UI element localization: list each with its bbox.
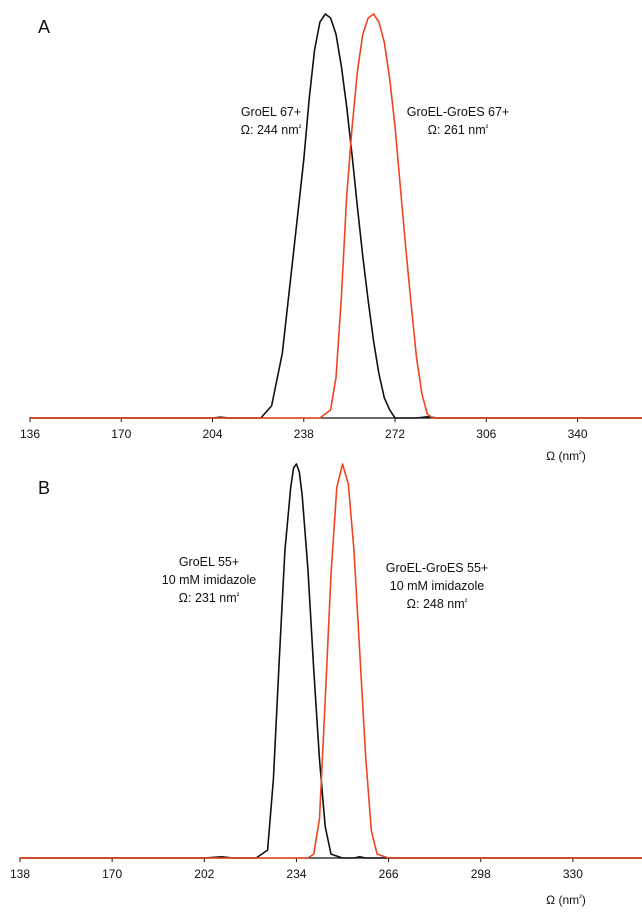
annotation-1: GroEL 67+ Ω: 244 nm²: [241, 105, 302, 137]
annotation-line: Ω: 248 nm²: [407, 597, 468, 612]
annotation-line: Ω: 244 nm²: [241, 123, 302, 138]
annotation-2: GroEL-GroES 67+ Ω: 261 nm²: [407, 105, 509, 137]
annotation-line: GroEL-GroES 55+: [386, 561, 488, 575]
x-tick-label: 138: [10, 867, 30, 881]
x-tick-label: 234: [286, 867, 306, 881]
x-tick-label: 272: [385, 427, 405, 441]
x-tick-label: 170: [102, 867, 122, 881]
annotation-line: 10 mM imidazole: [162, 573, 257, 587]
annotation-line: GroEL 55+: [179, 555, 239, 569]
panel-label: A: [38, 17, 50, 37]
panel-B: B 138 170 202 234 266 298 330 Ω (nm²) GroEL 55+ 10…: [10, 463, 642, 908]
x-tick-label: 298: [471, 867, 491, 881]
annotation-1: GroEL 55+ 10 mM imidazole Ω: 231 nm²: [162, 555, 257, 605]
panel-label: B: [38, 478, 50, 498]
series-line-red: [29, 13, 642, 419]
x-tick-label: 238: [294, 427, 314, 441]
annotation-line: Ω: 231 nm²: [179, 591, 240, 606]
x-tick-label: 266: [379, 867, 399, 881]
annotation-line: 10 mM imidazole: [390, 579, 485, 593]
series-line-black: [29, 13, 642, 419]
annotation-line: Ω: 261 nm²: [428, 123, 489, 138]
x-tick-label: 204: [203, 427, 223, 441]
annotation-line: GroEL-GroES 67+: [407, 105, 509, 119]
x-tick-label: 340: [568, 427, 588, 441]
x-axis-title: Ω (nm²): [546, 893, 586, 908]
x-tick-label: 330: [563, 867, 583, 881]
annotation-line: GroEL 67+: [241, 105, 301, 119]
x-tick-label: 202: [194, 867, 214, 881]
x-tick-label: 170: [111, 427, 131, 441]
x-tick-label: 306: [476, 427, 496, 441]
panel-A: A 136 170 204 238 272 306 340 Ω (nm²) GroEL 67+ Ω:…: [20, 13, 642, 464]
series-line-red: [19, 463, 642, 859]
x-axis-title: Ω (nm²): [546, 449, 586, 464]
series-line-black: [19, 463, 642, 859]
annotation-2: GroEL-GroES 55+ 10 mM imidazole Ω: 248 nm²: [386, 561, 488, 611]
x-tick-label: 136: [20, 427, 40, 441]
